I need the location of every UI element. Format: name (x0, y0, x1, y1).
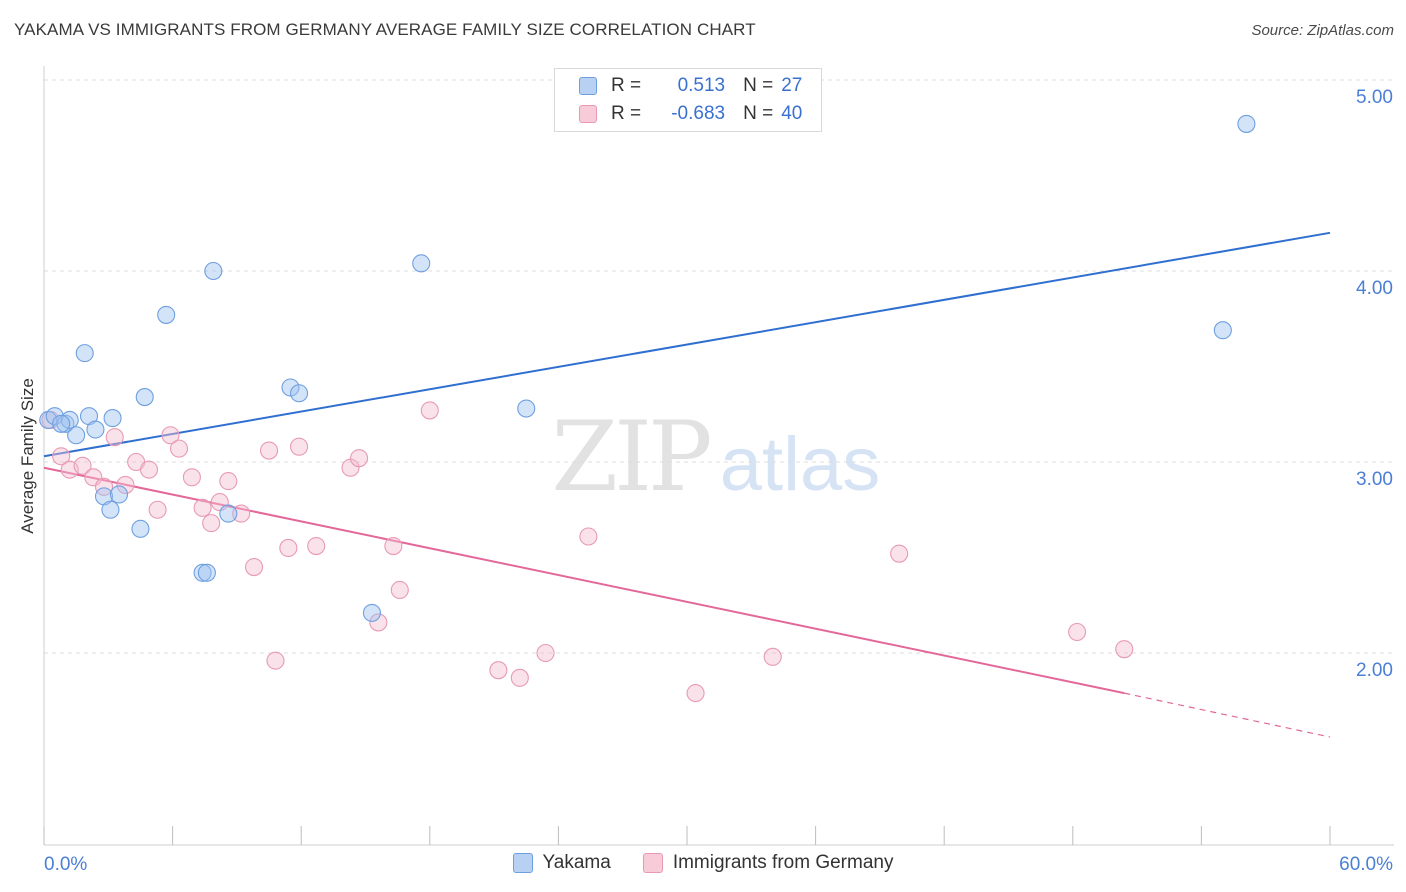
point-germany (1115, 640, 1134, 659)
point-yakama (135, 388, 154, 407)
point-germany (161, 426, 180, 445)
point-germany (510, 668, 529, 687)
point-germany (1068, 622, 1087, 642)
y-tick-label: 3.00 (1356, 469, 1393, 490)
point-germany (350, 449, 369, 468)
point-yakama (290, 384, 309, 403)
point-germany (193, 498, 212, 517)
point-yakama (193, 563, 212, 582)
point-germany (686, 684, 705, 703)
legend-label-germany: Immigrants from Germany (672, 852, 894, 873)
y-tick-label: 4.00 (1356, 278, 1393, 299)
point-yakama (45, 407, 64, 426)
n-value: 27 (781, 75, 803, 96)
point-yakama (109, 485, 129, 504)
point-germany (307, 536, 326, 556)
point-yakama (1213, 321, 1232, 340)
r-value: -0.683 (671, 103, 726, 124)
point-yakama (197, 563, 216, 582)
legend-swatch-yakama (512, 853, 533, 873)
point-germany (420, 401, 439, 420)
point-yakama (60, 410, 79, 430)
x-tick-label: 0.0% (44, 854, 87, 875)
point-yakama (517, 399, 536, 418)
point-germany (139, 460, 159, 479)
n-label: N = (743, 75, 774, 96)
data-points (39, 114, 1256, 703)
point-yakama (67, 426, 86, 445)
legend-row-germany: R = -0.683 N = 40 (579, 101, 802, 127)
point-yakama (1237, 114, 1256, 133)
point-germany (390, 580, 409, 600)
point-germany (579, 527, 598, 546)
point-germany (52, 447, 71, 466)
point-yakama (75, 344, 94, 363)
point-germany (105, 428, 124, 447)
x-tick-label: 60.0% (1339, 854, 1393, 875)
watermark-atlas: atlas (720, 422, 881, 507)
legend-item-yakama: Yakama (512, 852, 611, 874)
r-label: R = (611, 103, 642, 124)
point-germany (279, 538, 298, 558)
point-yakama (412, 254, 431, 273)
legend-label-yakama: Yakama (542, 852, 611, 873)
source-credit: Source: ZipAtlas.com (1251, 22, 1394, 39)
y-axis-label: Average Family Size (18, 378, 37, 534)
r-value: 0.513 (677, 75, 726, 96)
watermark-zip: ZIP (551, 401, 710, 513)
y-tick-label: 2.00 (1356, 660, 1393, 681)
trend-line-germany (43, 466, 1125, 695)
point-yakama (219, 504, 238, 523)
point-germany (259, 441, 279, 460)
tick-labels: 2.00 3.00 4.00 5.00 0.0% 60.0% Average Family … (18, 87, 1393, 875)
point-yakama (362, 603, 381, 622)
point-germany (489, 661, 508, 680)
point-germany (244, 557, 264, 577)
point-germany (202, 514, 221, 533)
y-tick-label: 5.00 (1356, 87, 1393, 108)
n-value: 40 (781, 103, 803, 124)
chart-title: YAKAMA VS IMMIGRANTS FROM GERMANY AVERAG… (14, 20, 756, 39)
legend-row-yakama: R = 0.513 N = 27 (579, 73, 802, 99)
point-germany (148, 500, 167, 519)
point-yakama (86, 420, 105, 439)
point-germany (116, 475, 135, 494)
point-yakama (204, 261, 223, 281)
point-germany (169, 439, 189, 458)
legend-swatch-blue (579, 77, 597, 95)
point-germany (219, 472, 238, 491)
point-germany (763, 647, 782, 666)
point-germany (73, 456, 92, 475)
series-legend: Yakama Immigrants from Germany (0, 852, 1406, 874)
n-label: N = (743, 103, 774, 124)
point-yakama (157, 305, 176, 324)
legend-swatch-pink (579, 105, 597, 123)
point-germany (369, 613, 388, 632)
point-yakama (131, 519, 150, 538)
point-germany (536, 643, 555, 663)
point-yakama (103, 409, 122, 428)
point-germany (890, 544, 909, 563)
trend-line-germany-projection (1124, 692, 1331, 738)
point-germany (232, 504, 251, 523)
point-germany (94, 477, 114, 496)
point-germany (384, 536, 403, 556)
point-germany (266, 651, 285, 670)
trend-line-yakama (43, 231, 1331, 458)
trend-lines (43, 231, 1331, 738)
legend-item-germany: Immigrants from Germany (642, 852, 894, 874)
r-label: R = (611, 75, 642, 96)
correlation-legend: R = 0.513 N = 27 R = -0.683 N = 40 (554, 68, 822, 132)
watermark: ZIP atlas (551, 401, 880, 513)
legend-swatch-germany (642, 853, 663, 873)
point-yakama (52, 414, 71, 433)
point-germany (290, 437, 309, 456)
point-germany (182, 468, 201, 487)
point-yakama (101, 500, 120, 519)
